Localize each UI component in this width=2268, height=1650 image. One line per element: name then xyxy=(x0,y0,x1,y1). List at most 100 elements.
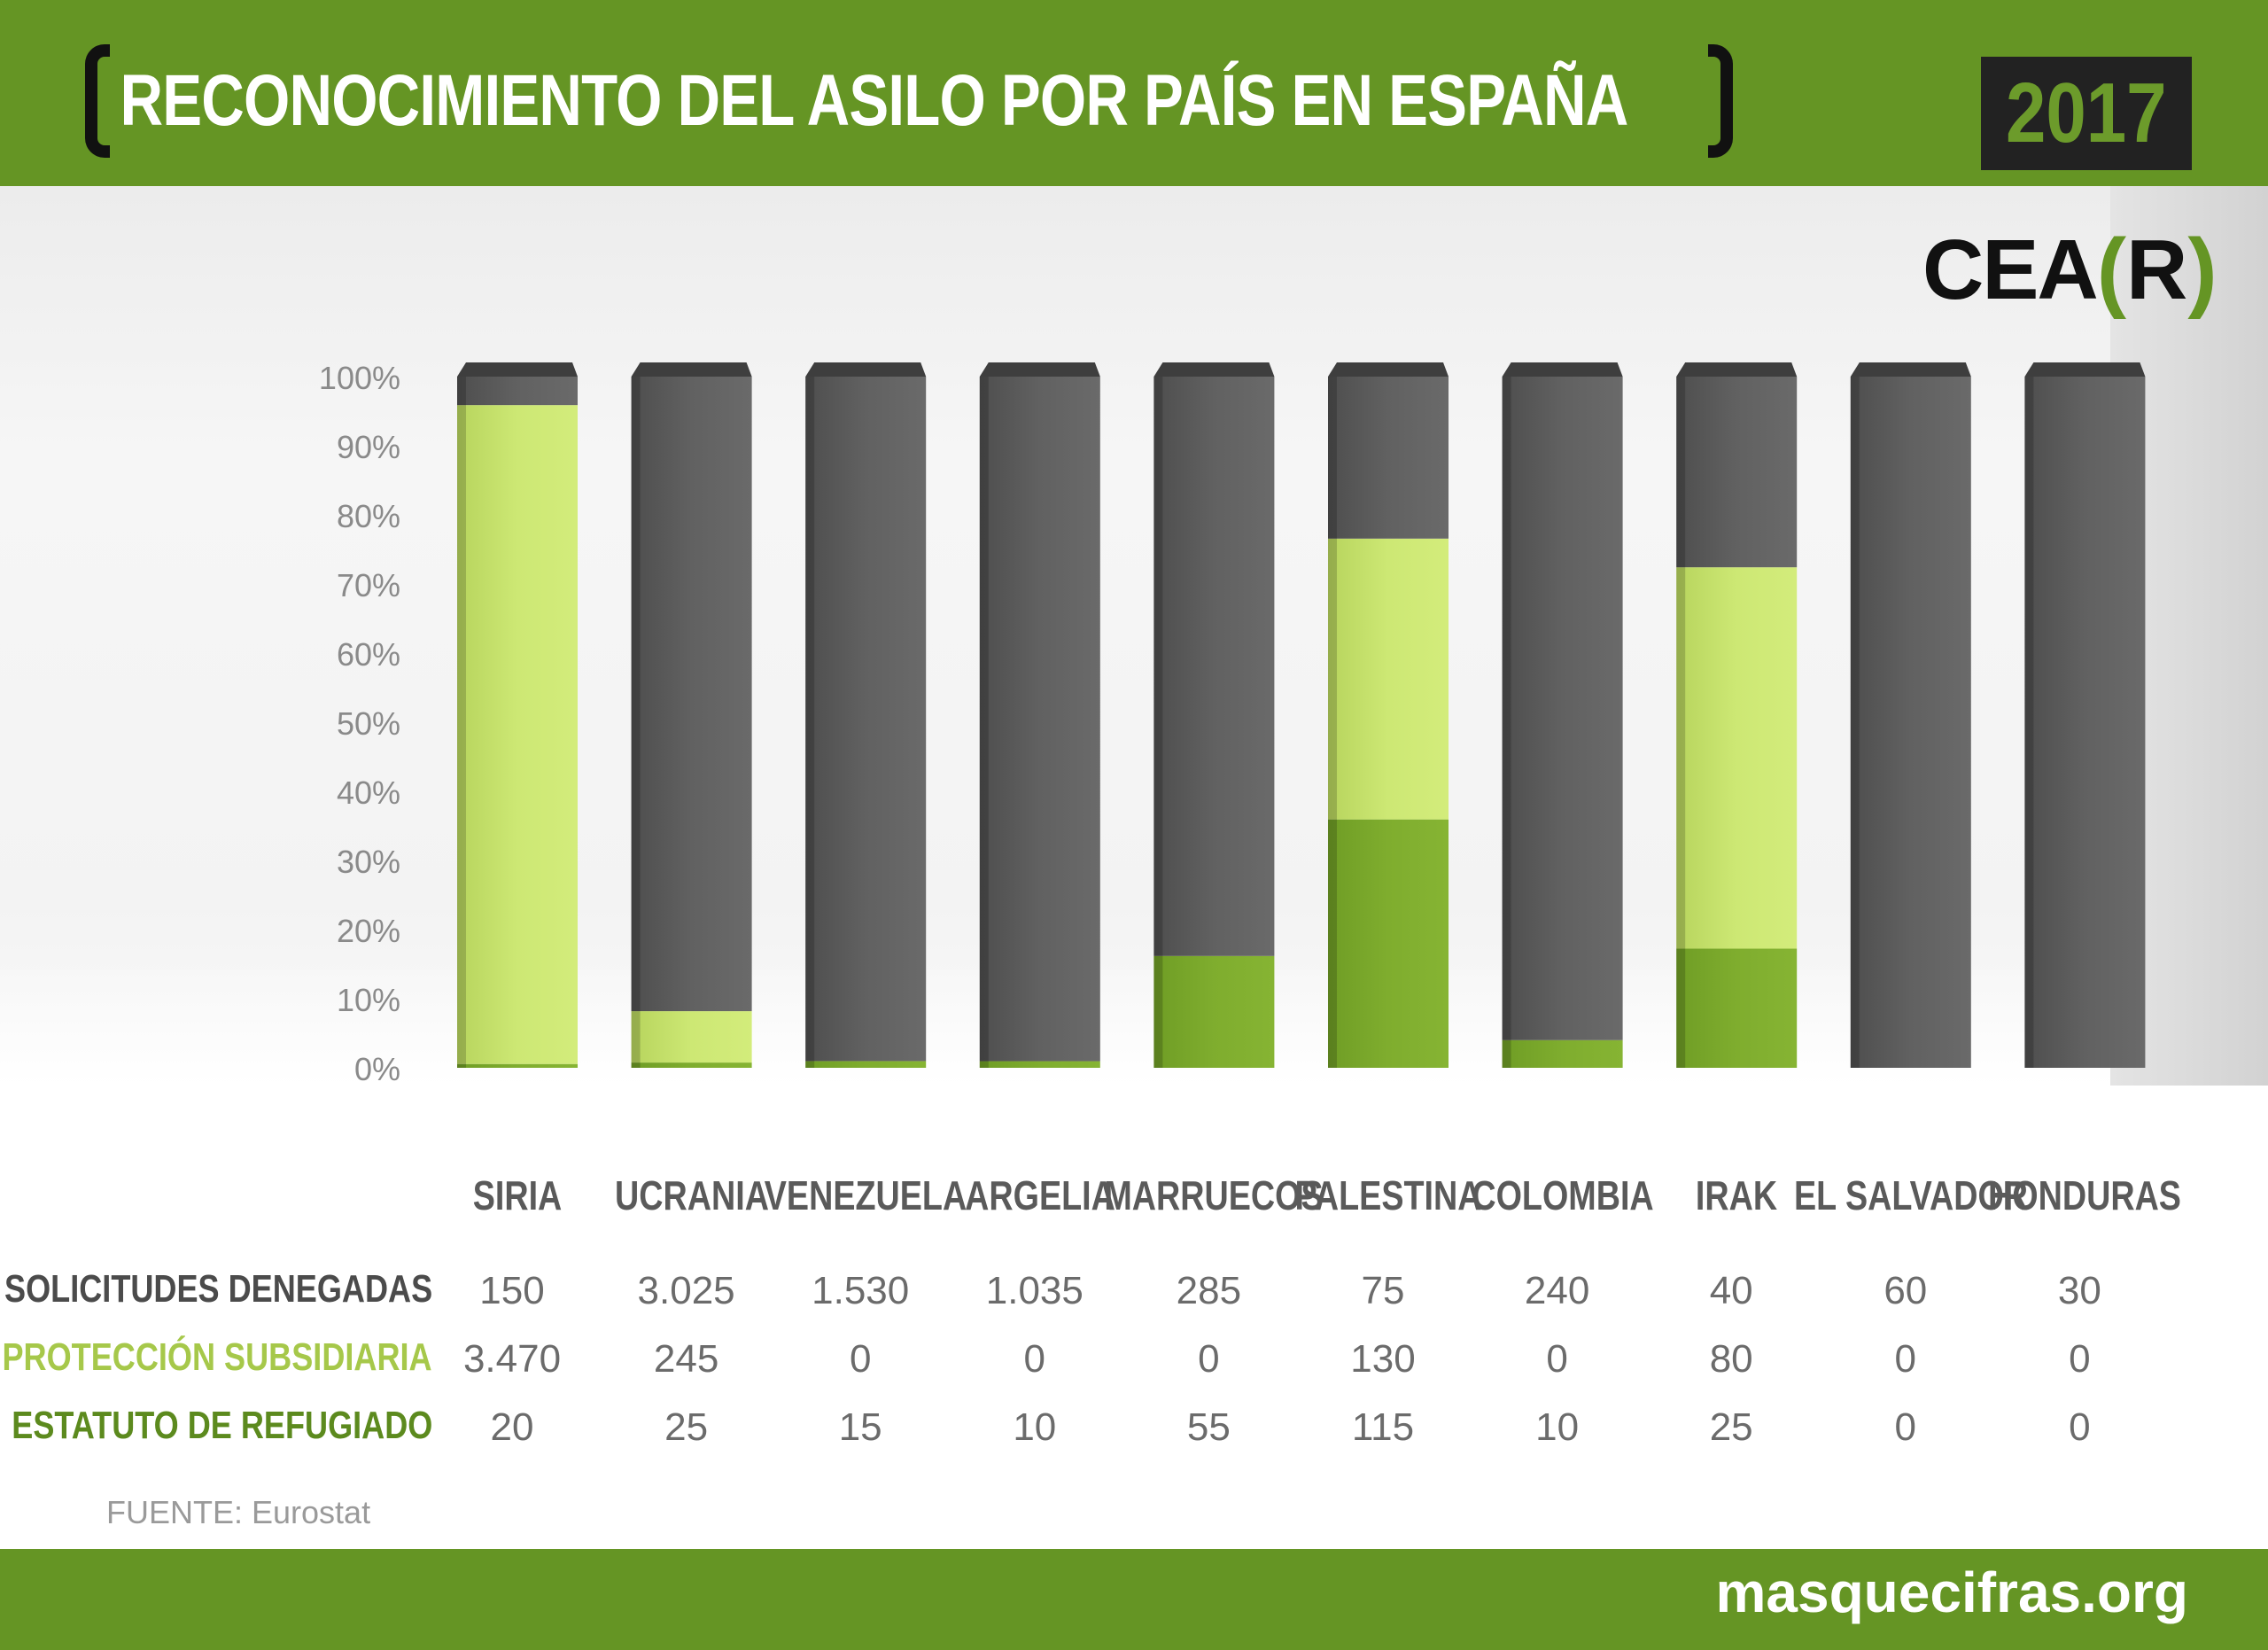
y-tick-label: 80% xyxy=(337,498,400,534)
bar-side-shade xyxy=(457,377,466,1068)
table-cell: 55 xyxy=(1186,1405,1231,1449)
segment-denegadas xyxy=(805,377,927,1062)
category-label: COLOMBIA xyxy=(1471,1172,1654,1218)
y-tick-label: 30% xyxy=(337,844,400,880)
table-cell: 0 xyxy=(1023,1337,1046,1381)
segment-denegadas xyxy=(457,377,578,406)
table-cell: 115 xyxy=(1351,1405,1415,1449)
cear-logo: CEA ( R ) xyxy=(1922,220,2218,320)
table-cell: 20 xyxy=(490,1405,534,1449)
bar-side-shade xyxy=(2024,377,2034,1068)
row-label-refugiado: ESTATUTO DE REFUGIADO xyxy=(11,1404,432,1447)
table-cell: 1.035 xyxy=(985,1269,1084,1312)
segment-denegadas xyxy=(979,377,1100,1062)
segment-denegadas xyxy=(1850,377,1971,1068)
segment-refugiado xyxy=(457,1063,578,1068)
bar-side-shade xyxy=(805,377,815,1068)
bar-top-cap xyxy=(457,362,578,377)
table-cell: 0 xyxy=(1198,1337,1220,1381)
segment-refugiado xyxy=(805,1061,927,1068)
table-cell: 240 xyxy=(1524,1269,1590,1312)
bar-colombia xyxy=(1502,362,1623,1068)
bar-top-cap xyxy=(1850,362,1971,377)
table-cell: 30 xyxy=(2057,1269,2101,1312)
bar-argelia xyxy=(979,362,1100,1068)
bar-siria xyxy=(457,362,578,1068)
segment-refugiado xyxy=(1502,1039,1623,1068)
bar-marruecos xyxy=(1153,362,1275,1068)
table-cell: 0 xyxy=(2069,1405,2091,1449)
segment-denegadas xyxy=(2024,377,2146,1068)
bar-venezuela xyxy=(805,362,927,1068)
logo-letter: R xyxy=(2126,222,2188,317)
table-cell: 0 xyxy=(1546,1337,1568,1381)
page-title: RECONOCIMIENTO DEL ASILO POR PAÍS EN ESP… xyxy=(120,60,1628,141)
y-tick-label: 0% xyxy=(354,1051,400,1087)
segment-denegadas xyxy=(1328,377,1449,539)
y-tick-label: 60% xyxy=(337,636,400,673)
bar-ucrania xyxy=(631,362,752,1068)
bar-side-shade xyxy=(1328,377,1337,1068)
logo-bracket-open: ( xyxy=(2096,220,2126,320)
bar-top-cap xyxy=(1676,362,1798,377)
bar-palestina xyxy=(1328,362,1449,1068)
year-badge: 2017 xyxy=(1981,57,2192,170)
table-cell: 245 xyxy=(653,1337,719,1381)
segment-denegadas xyxy=(631,377,752,1012)
logo-text: CEA xyxy=(1922,222,2099,317)
title-wrap: RECONOCIMIENTO DEL ASILO POR PAÍS EN ESP… xyxy=(85,43,1733,160)
table-cell: 285 xyxy=(1176,1269,1242,1312)
category-label: IRAK xyxy=(1696,1172,1778,1218)
segment-denegadas xyxy=(1676,377,1798,568)
table-cell: 75 xyxy=(1361,1269,1405,1312)
bar-top-cap xyxy=(979,362,1100,377)
table-cell: 0 xyxy=(1894,1337,1917,1381)
table-cell: 0 xyxy=(1894,1405,1917,1449)
y-tick-label: 20% xyxy=(337,913,400,949)
segment-refugiado xyxy=(631,1062,752,1068)
bar-top-cap xyxy=(805,362,927,377)
segment-refugiado xyxy=(1676,948,1798,1068)
bar-top-cap xyxy=(1502,362,1623,377)
logo-bracket-close: ) xyxy=(2187,220,2218,320)
footer-bar: masquecifras.org xyxy=(0,1549,2268,1650)
table-cell: 10 xyxy=(1535,1405,1580,1449)
bar-side-shade xyxy=(1502,377,1511,1068)
table-cell: 60 xyxy=(1884,1269,1928,1312)
bar-top-cap xyxy=(1328,362,1449,377)
y-tick-label: 100% xyxy=(319,360,400,396)
category-label: VENEZUELA xyxy=(764,1172,967,1218)
segment-subsidiaria xyxy=(1676,567,1798,949)
segment-refugiado xyxy=(1328,819,1449,1068)
bar-el-salvador xyxy=(1850,362,1971,1068)
row-label-denegadas: SOLICITUDES DENEGADAS xyxy=(4,1267,432,1311)
year-label: 2017 xyxy=(2006,66,2167,160)
y-tick-label: 40% xyxy=(337,774,400,811)
bar-side-shade xyxy=(979,377,989,1068)
bar-top-cap xyxy=(631,362,752,377)
y-tick-label: 70% xyxy=(337,567,400,603)
category-label: ARGELIA xyxy=(964,1172,1115,1218)
table-cell: 150 xyxy=(479,1269,545,1312)
table-cell: 3.470 xyxy=(462,1337,562,1381)
site-link[interactable]: masquecifras.org xyxy=(1715,1560,2188,1624)
bar-side-shade xyxy=(1153,377,1163,1068)
category-label: EL SALVADOR xyxy=(1793,1172,2028,1218)
y-tick-label: 10% xyxy=(337,982,400,1018)
category-label: MARRUECOS xyxy=(1104,1172,1324,1218)
source-note: FUENTE: Eurostat xyxy=(106,1494,371,1530)
bar-top-cap xyxy=(2024,362,2146,377)
table-cell: 25 xyxy=(1709,1405,1753,1449)
y-tick-label: 50% xyxy=(337,705,400,742)
category-label: PALESTINA xyxy=(1294,1172,1482,1218)
bar-top-cap xyxy=(1153,362,1275,377)
category-label: UCRANIA xyxy=(614,1172,769,1218)
segment-refugiado xyxy=(1153,955,1275,1068)
y-tick-label: 90% xyxy=(337,429,400,465)
table-cell: 0 xyxy=(2069,1337,2091,1381)
bar-side-shade xyxy=(1850,377,1860,1068)
segment-subsidiaria xyxy=(631,1011,752,1063)
table-cell: 15 xyxy=(838,1405,882,1449)
table-cell: 25 xyxy=(664,1405,709,1449)
